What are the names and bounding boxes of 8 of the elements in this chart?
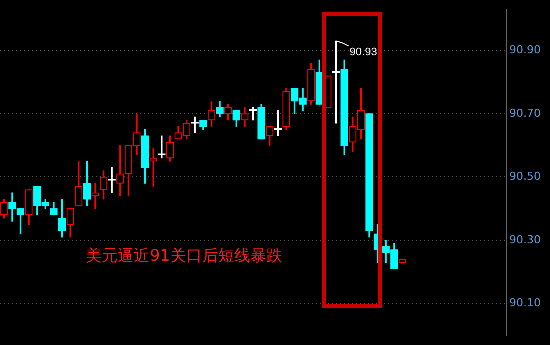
y-tick-label: 90.50 [510, 170, 542, 184]
annotation: 美元逼近91关口后短线暴跌 [86, 246, 282, 266]
y-tick-label: 90.70 [510, 106, 542, 120]
y-tick-label: 90.10 [510, 296, 542, 310]
y-tick-label: 90.90 [510, 44, 542, 57]
y-tick-label: 90.30 [510, 233, 542, 246]
candlestick [92, 183, 100, 210]
annotation: 90.93 [350, 46, 378, 58]
